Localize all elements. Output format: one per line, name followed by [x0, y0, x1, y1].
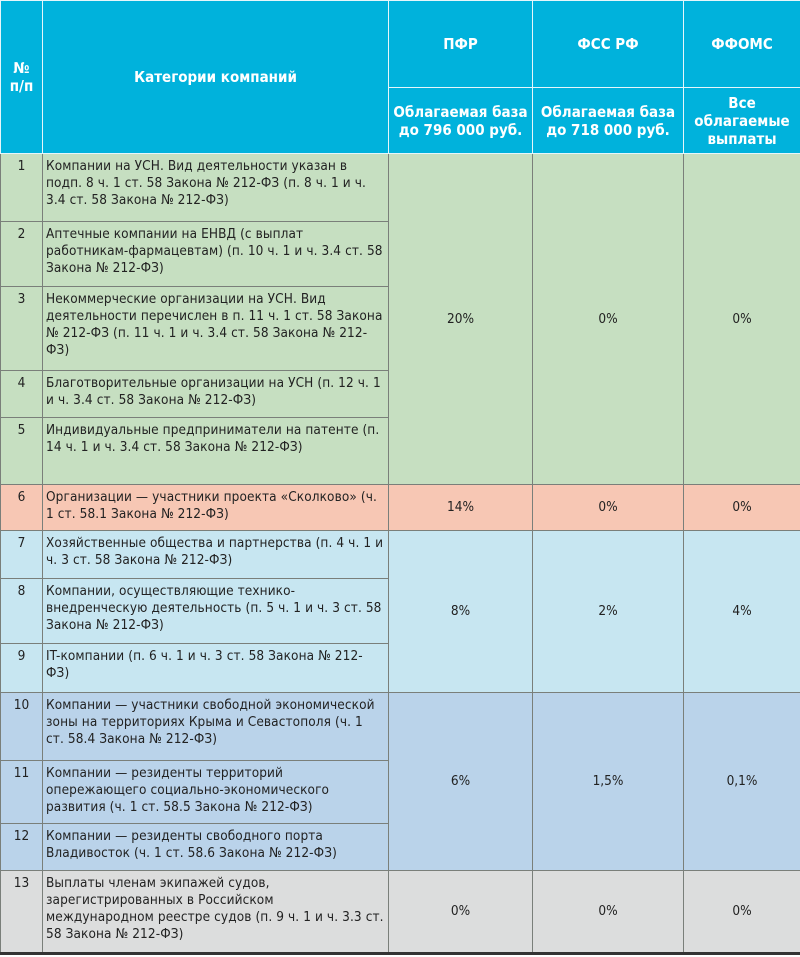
table-row: 13 Выплаты членам экипажей судов, зареги… [0, 870, 800, 955]
row-number: 12 [0, 823, 43, 871]
rate-pfr: 0% [388, 870, 533, 955]
rate-ffoms: 4% [683, 530, 800, 693]
base-header-fss: Облагаемая база до 718 000 руб. [532, 87, 684, 154]
row-number: 3 [0, 286, 43, 371]
row-number: 4 [0, 370, 43, 418]
row-category: Организации — участники проекта «Сколков… [42, 484, 389, 531]
table-row: 10 Компании — участники свободной эконом… [0, 692, 800, 871]
row-number: 8 [0, 578, 43, 644]
rate-fss: 2% [532, 530, 684, 693]
rate-pfr: 6% [388, 692, 533, 871]
subheader-row: Облагаемая база до 796 000 руб. Облагаем… [1, 87, 800, 154]
row-number: 9 [0, 643, 43, 693]
row-category: Хозяйственные общества и партнерства (п.… [42, 530, 389, 579]
row-category: Компании — резиденты свободного порта Вл… [42, 823, 389, 871]
row-category: IT-компании (п. 6 ч. 1 и ч. 3 ст. 58 Зак… [42, 643, 389, 693]
fund-header-fss: ФСС РФ [532, 0, 684, 88]
table-row: 5 Индивидуальные предприниматели на пате… [0, 417, 800, 485]
row-category: Компании — участники свободной экономиче… [42, 692, 389, 761]
fund-header-pfr: ПФР [388, 0, 533, 88]
rate-pfr: 14% [388, 484, 533, 531]
row-number: 10 [0, 692, 43, 761]
rate-pfr: 20% [388, 153, 533, 485]
row-category: Компании на УСН. Вид деятельности указан… [42, 153, 389, 222]
row-category: Аптечные компании на ЕНВД (с выплат рабо… [42, 221, 389, 287]
table-row: 1 Компании на УСН. Вид деятельности указ… [0, 153, 800, 485]
rate-fss: 0% [532, 484, 684, 531]
category-header: Категории компаний [42, 0, 389, 154]
rate-ffoms: 0% [683, 153, 800, 485]
rate-pfr: 8% [388, 530, 533, 693]
rate-ffoms: 0% [683, 870, 800, 955]
fund-header-ffoms: ФФОМС [683, 0, 800, 88]
row-number: 1 [0, 153, 43, 222]
row-number: 6 [0, 484, 43, 531]
row-category: Некоммерческие организации на УСН. Вид д… [42, 286, 389, 371]
header-row: № п/п Категории компаний ПФР ФСС РФ ФФОМ… [0, 0, 800, 154]
row-category: Выплаты членам экипажей судов, зарегистр… [42, 870, 389, 955]
row-number: 13 [0, 870, 43, 955]
row-number: 7 [0, 530, 43, 579]
table-row: 3 Некоммерческие организации на УСН. Вид… [0, 286, 800, 371]
table-row: 7 Хозяйственные общества и партнерства (… [0, 530, 800, 693]
row-category: Индивидуальные предприниматели на патент… [42, 417, 389, 485]
table-row: 4 Благотворительные организации на УСН (… [0, 370, 800, 418]
row-category: Благотворительные организации на УСН (п.… [42, 370, 389, 418]
row-category: Компании, осуществляющие технико-внедрен… [42, 578, 389, 644]
rate-fss: 0% [532, 870, 684, 955]
row-number: 11 [0, 760, 43, 824]
rate-fss: 0% [532, 153, 684, 485]
table-row: 12 Компании — резиденты свободного порта… [0, 823, 800, 871]
table-row: 2 Аптечные компании на ЕНВД (с выплат ра… [0, 221, 800, 287]
rate-ffoms: 0,1% [683, 692, 800, 871]
table-row: 11 Компании — резиденты территорий опере… [0, 760, 800, 824]
rate-ffoms: 0% [683, 484, 800, 531]
base-header-pfr: Облагаемая база до 796 000 руб. [388, 87, 533, 154]
base-header-ffoms: Все облагаемые выплаты [683, 87, 800, 154]
num-header: № п/п [0, 0, 43, 154]
row-number: 2 [0, 221, 43, 287]
rate-fss: 1,5% [532, 692, 684, 871]
row-number: 5 [0, 417, 43, 485]
row-category: Компании — резиденты территорий опережаю… [42, 760, 389, 824]
table-row: 6 Организации — участники проекта «Сколк… [0, 484, 800, 531]
